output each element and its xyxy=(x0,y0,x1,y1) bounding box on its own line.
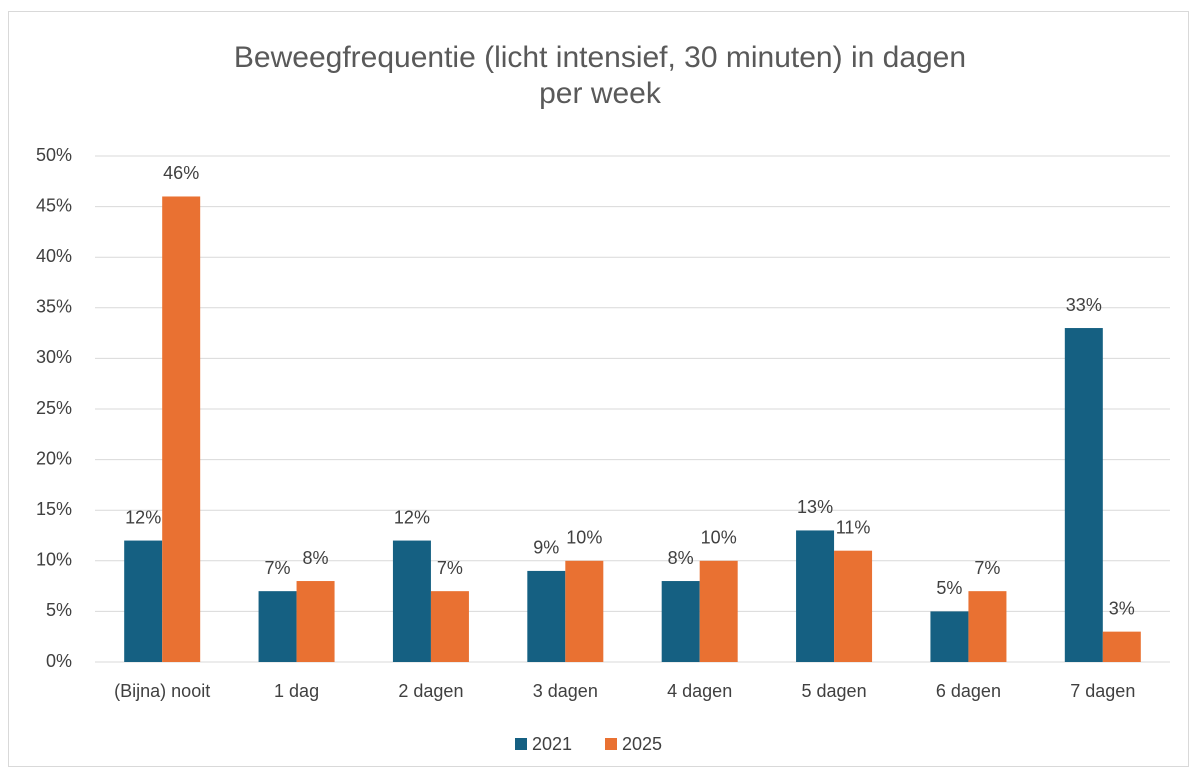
legend-label: 2025 xyxy=(622,734,662,754)
y-tick-label: 5% xyxy=(46,600,72,620)
data-label: 13% xyxy=(797,497,833,517)
chart-title: Beweegfrequentie (licht intensief, 30 mi… xyxy=(233,41,967,110)
bar xyxy=(661,581,700,662)
data-label: 5% xyxy=(936,578,962,598)
data-label: 8% xyxy=(303,548,329,568)
data-label: 7% xyxy=(265,558,291,578)
bar xyxy=(1064,328,1103,662)
y-tick-label: 25% xyxy=(36,398,72,418)
bar xyxy=(699,560,738,662)
x-tick-label: 5 dagen xyxy=(802,681,867,701)
x-tick-label: 6 dagen xyxy=(936,681,1001,701)
data-label: 8% xyxy=(668,548,694,568)
bar xyxy=(392,540,431,662)
data-label: 9% xyxy=(533,538,559,558)
y-tick-label: 10% xyxy=(36,550,72,570)
data-label: 3% xyxy=(1109,598,1135,618)
y-tick-label: 40% xyxy=(36,246,72,266)
data-label: 10% xyxy=(566,528,602,548)
y-tick-label: 50% xyxy=(36,145,72,165)
data-label: 46% xyxy=(163,163,199,183)
bar xyxy=(430,591,469,662)
bar xyxy=(565,560,604,662)
y-tick-label: 35% xyxy=(36,297,72,317)
bar xyxy=(930,611,969,662)
data-label: 11% xyxy=(836,517,871,537)
legend-swatch xyxy=(515,738,527,750)
bar xyxy=(124,540,163,662)
y-tick-label: 20% xyxy=(36,448,72,468)
bar xyxy=(968,591,1007,662)
x-tick-label: 2 dagen xyxy=(398,681,463,701)
data-label: 7% xyxy=(974,558,1000,578)
legend-swatch xyxy=(605,738,617,750)
data-label: 12% xyxy=(394,507,430,527)
x-tick-label: 4 dagen xyxy=(667,681,732,701)
bar xyxy=(834,550,873,662)
x-tick-label: 3 dagen xyxy=(533,681,598,701)
bar xyxy=(258,591,297,662)
bar xyxy=(796,530,835,662)
y-tick-label: 15% xyxy=(36,499,72,519)
data-label: 10% xyxy=(701,528,737,548)
x-tick-label: (Bijna) nooit xyxy=(114,681,210,701)
y-tick-label: 30% xyxy=(36,347,72,367)
x-tick-label: 1 dag xyxy=(274,681,319,701)
data-label: 33% xyxy=(1066,295,1102,315)
data-label: 12% xyxy=(125,507,161,527)
bar xyxy=(296,581,335,662)
y-tick-label: 45% xyxy=(36,195,72,215)
data-label: 7% xyxy=(437,558,463,578)
legend-label: 2021 xyxy=(532,734,572,754)
y-tick-label: 0% xyxy=(46,651,72,671)
bar xyxy=(527,570,566,662)
bar xyxy=(1102,631,1141,662)
bar xyxy=(162,196,201,663)
x-tick-label: 7 dagen xyxy=(1070,681,1135,701)
